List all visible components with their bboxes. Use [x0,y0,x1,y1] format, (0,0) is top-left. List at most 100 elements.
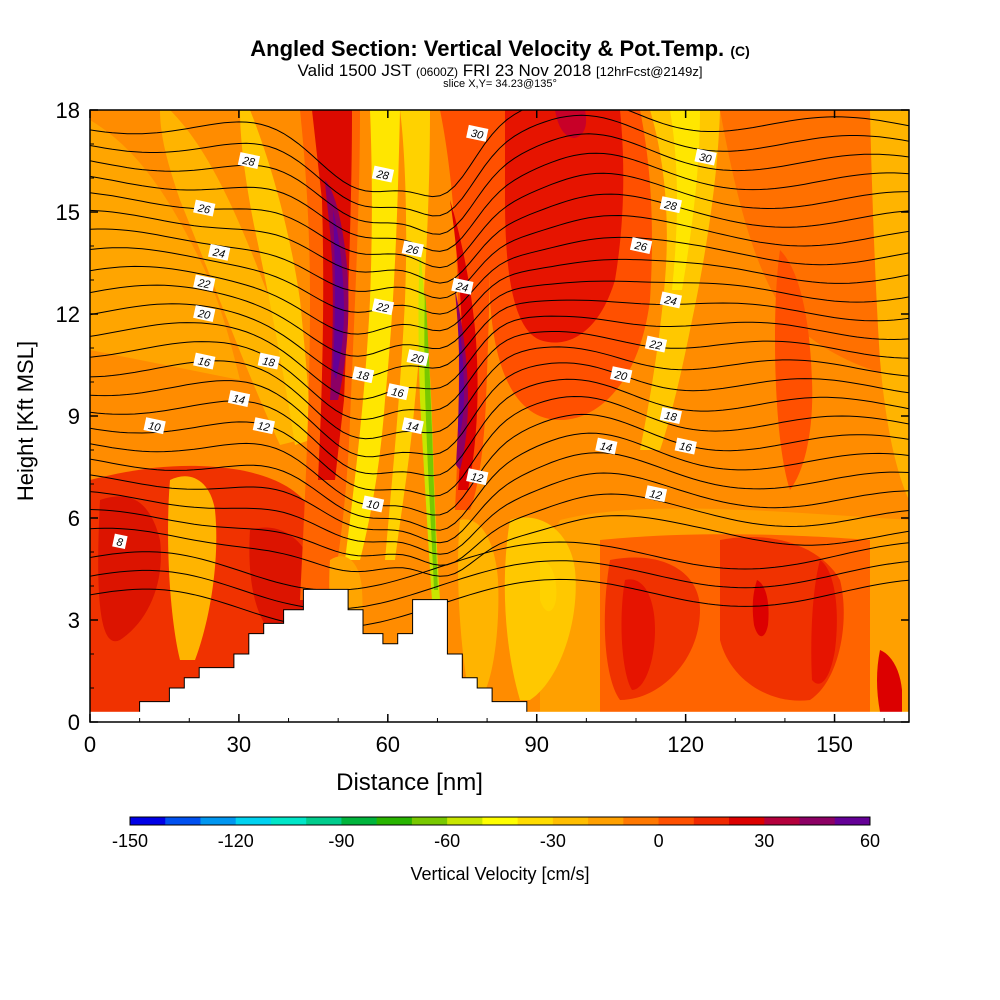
contour-label-bg [371,165,395,183]
theta-contour-line [90,560,909,610]
colorbar-tick-label: 0 [654,831,664,851]
contour-label: 10 [361,495,385,513]
potential-temperature-contours [90,110,909,629]
contour-label-bg [659,291,682,309]
x-tick-label: 30 [227,732,251,757]
theta-contour-line [90,578,909,629]
colorbar-swatch [764,817,801,825]
contour-label-text: 18 [356,369,371,383]
contour-label: 16 [386,383,409,401]
chart-title: Angled Section: Vertical Velocity & Pot.… [0,36,1000,62]
title-main: Angled Section: Vertical Velocity & Pot.… [250,36,725,61]
vertical-velocity-field [90,110,909,722]
contour-label: 14 [595,437,618,455]
theta-contour-line [90,152,909,252]
subtitle-zulu: (0600Z) [416,65,459,79]
theta-contour-line [90,472,909,555]
contour-label-text: 20 [613,369,629,384]
contour-label: 28 [237,152,261,170]
x-tick-label: 60 [376,732,400,757]
contour-label-text: 12 [648,488,662,502]
contour-label: 12 [252,417,275,434]
contour-label-text: 20 [409,352,425,367]
contour-label: 20 [193,305,216,322]
contour-label-bg [143,417,166,435]
contour-label-bg [406,349,429,367]
colorbar-tick-label: -30 [540,831,566,851]
y-tick-label: 6 [68,506,80,531]
contour-label: 18 [257,352,280,370]
contour-label: 20 [406,349,429,367]
contour-labels: 8 10 12 14 16 18 20 22 24 26 28 10 18 16 14 20 22 26 28 24 1… [112,124,717,550]
contour-label-bg [386,383,409,401]
colorbar-swatch [130,817,166,825]
contour-label: 24 [208,243,231,261]
contour-label-text: 28 [662,199,678,214]
contour-label: 24 [659,291,682,309]
contour-label-text: 24 [454,280,469,294]
colorbar-swatch [447,817,483,825]
y-tick-label: 9 [68,404,80,429]
colorbar-swatch [341,817,378,825]
y-tick-label: 12 [56,302,80,327]
contour-label: 18 [351,366,375,384]
contour-label: 12 [644,485,668,503]
title-unit: (C) [730,43,750,59]
contour-label-text: 30 [470,128,485,142]
x-tick-label: 120 [667,732,704,757]
contour-label-text: 28 [374,168,390,183]
contour-label-text: 22 [647,338,662,352]
contour-label-bg [112,533,128,550]
subtitle-valid: Valid 1500 JST [297,61,412,80]
terrain-profile [139,588,528,723]
contour-label-text: 16 [197,355,212,369]
colorbar-swatch [306,817,342,825]
theta-contour-line [90,432,909,531]
theta-contour-line [90,493,909,566]
colorbar-swatch [376,817,413,825]
contour-label-bg [644,485,668,503]
contour-label-bg [257,352,280,370]
contour-label-text: 12 [256,420,270,434]
contour-label-text: 8 [115,536,124,549]
contour-label-bg [694,148,717,166]
contour-label-text: 28 [240,155,256,170]
theta-contour-line [90,413,909,516]
contour-label-bg [466,468,489,486]
theta-contour-line [90,452,909,544]
contour-label-bg [595,437,618,455]
contour-label-text: 14 [405,420,419,434]
y-tick-label: 18 [56,98,80,123]
contour-label: 24 [451,277,474,295]
colorbar-swatch [235,817,272,825]
contour-label-bg [361,495,385,513]
contour-label-bg [629,237,653,254]
contour-label-bg [466,124,489,142]
x-tick-label: 150 [816,732,853,757]
contour-label-bg [208,243,231,261]
colorbar-swatch [834,817,871,825]
contour-label-bg [659,196,682,214]
contour-label-text: 14 [231,393,245,407]
theta-contour-line [90,133,909,235]
chart-slice-info: slice X,Y= 34.23@135° [443,78,557,90]
contour-label-text: 18 [663,410,678,424]
contour-label-bg [237,152,261,169]
contour-label-text: 22 [374,301,389,315]
contour-label: 18 [659,407,682,424]
theta-contour-line [90,541,909,591]
theta-contour-line [90,362,909,458]
x-tick-label: 90 [524,732,548,757]
y-tick-label: 3 [68,608,80,633]
axes: 0 30 60 90 120 150 0 3 6 9 12 15 18 Distance [nm] Heig… [13,98,909,796]
colorbar-swatch [270,817,307,825]
colorbar-swatch [517,817,554,825]
contour-label: 14 [227,390,251,407]
y-tick-label: 15 [56,200,80,225]
theta-contour-line [90,515,909,577]
colorbar-swatch [482,817,519,825]
contour-label: 30 [466,124,489,142]
contour-label: 28 [371,165,395,183]
contour-label: 20 [610,366,633,384]
